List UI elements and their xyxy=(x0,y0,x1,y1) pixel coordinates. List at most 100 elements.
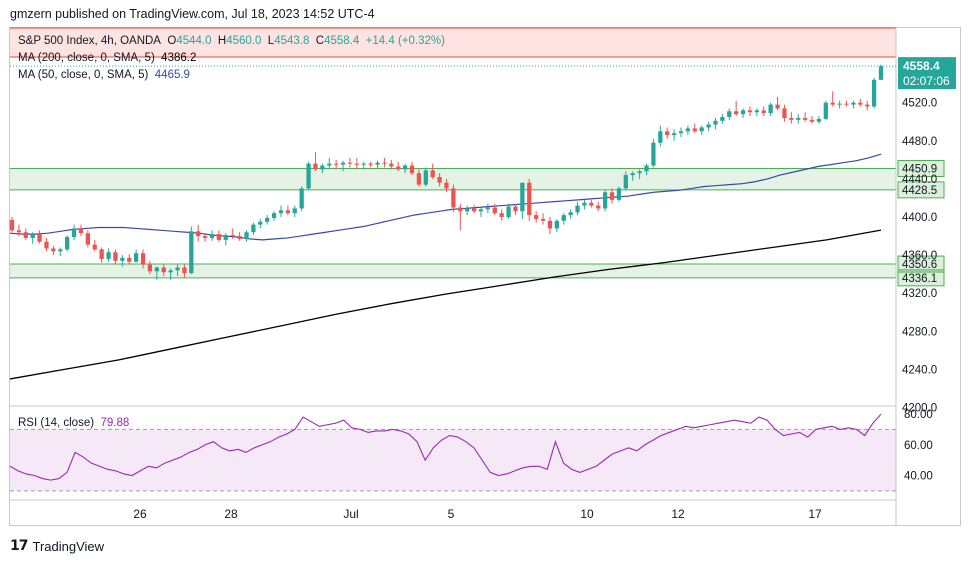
candle-body xyxy=(134,253,139,262)
candle-body xyxy=(182,267,187,274)
candle-body xyxy=(747,110,753,113)
candle-body xyxy=(320,165,325,170)
candle-body xyxy=(168,270,173,273)
y-tick-label: 4480.0 xyxy=(902,136,937,148)
zone-2 xyxy=(10,28,896,57)
candle-body xyxy=(409,165,415,174)
candle-body xyxy=(375,162,380,165)
candle-body xyxy=(313,163,318,170)
y-tick-label: 4280.0 xyxy=(902,326,937,338)
y-tick-label: 4400.0 xyxy=(902,212,937,224)
rsi-legend: RSI (14, close) 79.88 xyxy=(18,417,129,429)
candle-body xyxy=(402,165,408,170)
price-tag-value: 4558.4 xyxy=(903,59,940,73)
candle-body xyxy=(651,142,656,166)
candle-body xyxy=(809,119,815,122)
ma50-value: 4465.9 xyxy=(154,69,190,81)
candle-body xyxy=(327,163,332,166)
high-label: H xyxy=(217,35,227,47)
change-value: +14.4 (+0.32%) xyxy=(365,35,445,47)
candle-body xyxy=(44,241,49,249)
zone-0 xyxy=(10,168,896,190)
candle-body xyxy=(837,103,842,105)
open-label: O xyxy=(167,35,177,47)
candle-body xyxy=(465,208,470,212)
candle-body xyxy=(340,162,346,165)
zone-label-box xyxy=(897,269,945,287)
x-tick-label: 28 xyxy=(224,507,238,521)
candle-body xyxy=(58,249,63,252)
zone-label: 4350.6 xyxy=(902,259,937,271)
candle-body xyxy=(644,165,649,172)
y-tick-label: 4360.0 xyxy=(902,250,937,262)
low-value: 4543.8 xyxy=(274,35,310,47)
candle-body xyxy=(720,116,725,121)
low-label: L xyxy=(267,35,275,47)
price-tag-countdown: 02:07:06 xyxy=(903,74,950,88)
candle-body xyxy=(540,218,546,221)
rsi-tick-label: 40.00 xyxy=(904,471,933,483)
footer: 17 TradingView xyxy=(10,538,104,554)
candle-body xyxy=(830,102,835,105)
candle-body xyxy=(458,207,463,212)
x-tick-label: 17 xyxy=(808,507,822,521)
rsi-line xyxy=(9,413,882,481)
candle-body xyxy=(347,162,353,164)
candle-body xyxy=(768,104,773,114)
candle-body xyxy=(189,231,194,274)
y-tick-label: 4520.0 xyxy=(902,98,937,110)
candle-body xyxy=(658,131,663,143)
candle-body xyxy=(699,127,704,132)
candle-body xyxy=(368,163,373,165)
symbol-legend: S&P 500 Index, 4h, OANDA O4544.0 H4560.0… xyxy=(18,35,445,47)
publisher-line: gmzern published on TradingView.com, Jul… xyxy=(10,7,375,21)
candle-body xyxy=(589,202,594,206)
candle-body xyxy=(9,219,15,231)
candle-body xyxy=(685,128,691,132)
candle-body xyxy=(361,163,366,165)
rsi-tick-label: 60.00 xyxy=(904,440,933,452)
candle-body xyxy=(113,252,118,261)
candle-body xyxy=(492,207,497,214)
candle-body xyxy=(582,202,587,206)
candle-body xyxy=(237,236,242,239)
candle-body xyxy=(416,173,422,185)
candle-body xyxy=(265,217,270,222)
candle-body xyxy=(692,128,697,132)
candle-body xyxy=(534,215,539,219)
candle-body xyxy=(520,182,525,212)
close-label: C xyxy=(315,35,325,47)
candle-body xyxy=(430,170,435,177)
zone-label: 4428.5 xyxy=(902,185,937,197)
candle-body xyxy=(789,117,794,120)
candle-body xyxy=(85,233,91,245)
candle-body xyxy=(71,228,77,238)
candle-body xyxy=(251,224,256,233)
candle-body xyxy=(865,104,870,107)
candle-body xyxy=(154,267,159,272)
high-value: 4560.0 xyxy=(226,35,262,47)
candle-body xyxy=(796,117,801,120)
candle-body xyxy=(802,117,808,120)
candle-body xyxy=(637,171,642,174)
x-tick-label: Jul xyxy=(343,507,358,521)
candle-body xyxy=(216,234,222,240)
candle-body xyxy=(602,192,608,209)
candle-body xyxy=(444,182,449,189)
candle-body xyxy=(23,232,28,238)
candle-body xyxy=(616,188,622,200)
candle-body xyxy=(761,110,766,114)
candle-body xyxy=(65,237,70,250)
ma200-legend: MA (200, close, 0, SMA, 5) 4386.2 xyxy=(18,52,196,64)
candle-body xyxy=(561,215,566,221)
candle-body xyxy=(334,163,339,165)
candle-body xyxy=(575,205,580,213)
candle-body xyxy=(175,267,180,271)
candle-body xyxy=(478,209,484,212)
candle-body xyxy=(844,103,849,105)
candle-body xyxy=(665,131,670,136)
candle-body xyxy=(244,232,249,239)
candle-body xyxy=(568,212,573,216)
candle-body xyxy=(92,244,97,250)
